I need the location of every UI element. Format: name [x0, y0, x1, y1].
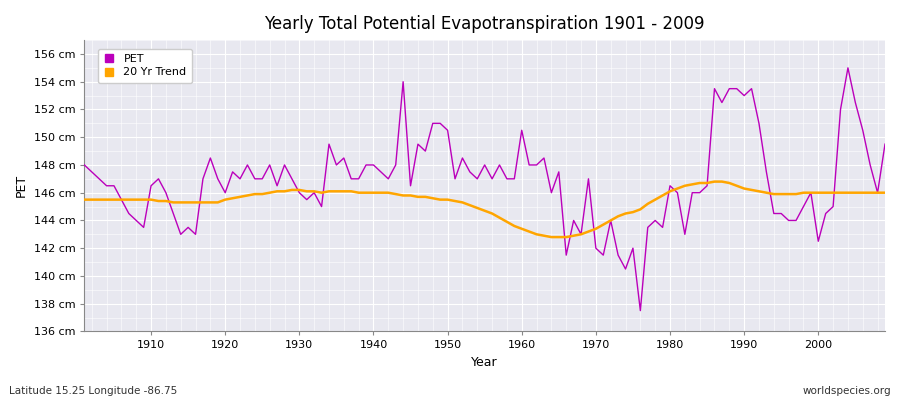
Title: Yearly Total Potential Evapotranspiration 1901 - 2009: Yearly Total Potential Evapotranspiratio… [265, 15, 705, 33]
Y-axis label: PET: PET [15, 174, 28, 197]
X-axis label: Year: Year [472, 356, 498, 369]
Text: worldspecies.org: worldspecies.org [803, 386, 891, 396]
Text: Latitude 15.25 Longitude -86.75: Latitude 15.25 Longitude -86.75 [9, 386, 177, 396]
Legend: PET, 20 Yr Trend: PET, 20 Yr Trend [98, 48, 192, 83]
